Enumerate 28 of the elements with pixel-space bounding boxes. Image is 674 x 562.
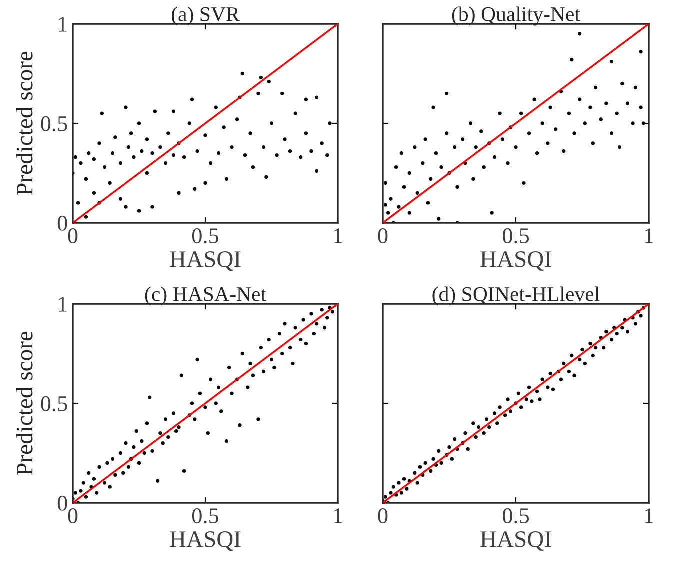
x-tick-label: 0 — [68, 508, 78, 524]
x-tick-label: 0.5 — [502, 508, 530, 524]
chart-title: (a) SVR — [172, 6, 240, 26]
y-axis-title: Predicted score — [16, 52, 33, 196]
chart-title: (b) Quality-Net — [452, 6, 580, 26]
chart-title: (c) HASA-Net — [145, 286, 266, 306]
y-tick-label: 0 — [58, 496, 68, 511]
y-tick-label: 1 — [58, 17, 67, 32]
x-tick-label: 1 — [334, 508, 342, 524]
y-tick-label: 0.5 — [41, 396, 68, 412]
x-tick-label: 0.5 — [192, 508, 219, 524]
x-tick-label: 0.5 — [192, 228, 219, 244]
chart-title: (d) SQINet-HLlevel — [432, 286, 600, 306]
y-tick-label: 1 — [58, 297, 67, 312]
x-tick-label: 1 — [334, 228, 342, 244]
x-axis-title: HASQI — [480, 252, 552, 272]
y-tick-label: 0 — [58, 216, 68, 231]
y-tick-label: 0.5 — [41, 116, 68, 132]
x-tick-label: 0 — [68, 228, 78, 244]
x-axis-title: HASQI — [170, 252, 241, 272]
y-axis-title: Predicted score — [16, 332, 33, 476]
x-axis-title: HASQI — [170, 532, 241, 552]
x-tick-label: 1 — [645, 508, 654, 524]
x-tick-label: 0 — [378, 228, 388, 244]
x-tick-label: 1 — [645, 228, 654, 244]
x-axis-title: HASQI — [480, 532, 552, 552]
x-tick-label: 0.5 — [502, 228, 530, 244]
x-tick-label: 0 — [378, 508, 388, 524]
